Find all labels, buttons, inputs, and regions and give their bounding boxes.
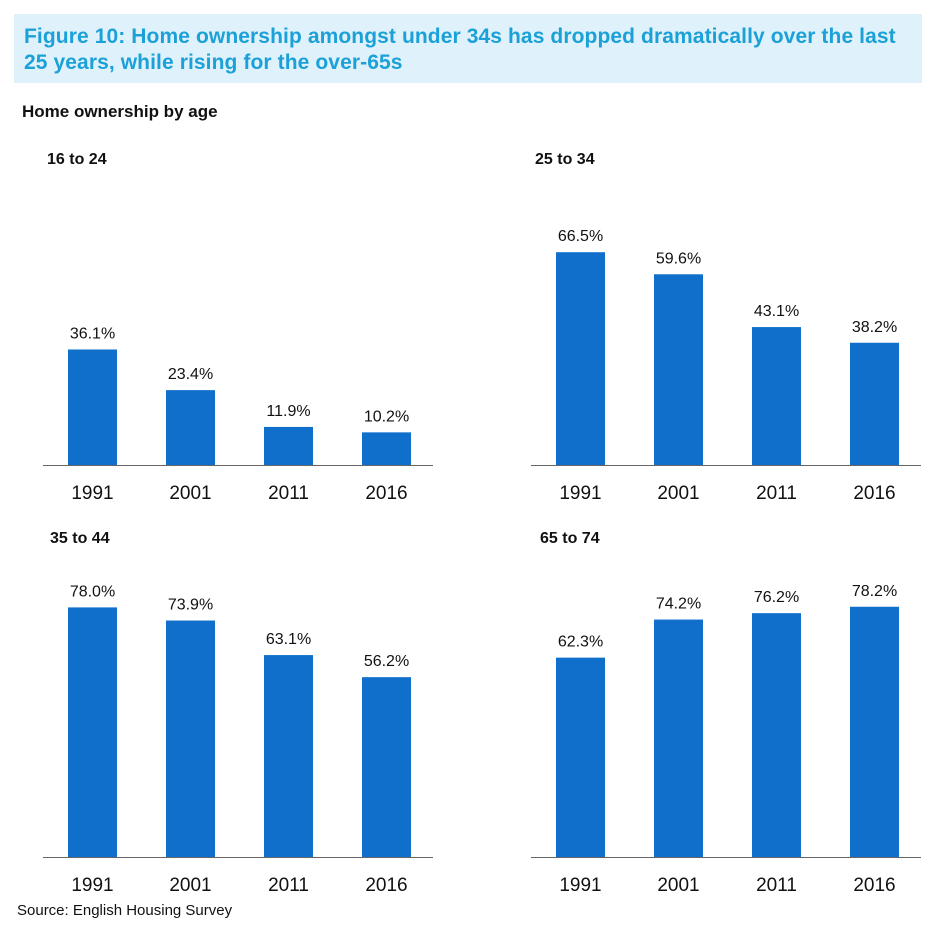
bar-2011	[752, 327, 801, 465]
bar-2001	[166, 390, 215, 465]
bar-1991	[68, 349, 117, 465]
bar-value-label: 36.1%	[70, 325, 115, 342]
x-tick-label: 2016	[853, 875, 895, 896]
x-tick-label: 2001	[169, 483, 211, 504]
chart-panel-2: 78.0% 1991 73.9% 2001 63.1% 2011 56.2% 2016	[43, 583, 433, 896]
bar-2001	[654, 274, 703, 465]
bar-value-label: 76.2%	[754, 589, 799, 606]
x-tick-label: 2001	[657, 483, 699, 504]
x-tick-label: 2011	[268, 875, 309, 896]
bar-value-label: 10.2%	[364, 408, 409, 425]
x-tick-label: 2011	[756, 483, 797, 504]
x-tick-label: 1991	[71, 875, 113, 896]
x-tick-label: 1991	[559, 875, 601, 896]
x-tick-label: 1991	[559, 483, 601, 504]
x-tick-label: 2001	[657, 875, 699, 896]
bar-2016	[362, 677, 411, 857]
bar-1991	[556, 657, 605, 857]
x-tick-label: 2001	[169, 875, 211, 896]
bar-value-label: 59.6%	[656, 250, 701, 267]
x-tick-label: 1991	[71, 483, 113, 504]
chart-subtitle: Home ownership by age	[22, 102, 218, 121]
bar-2016	[362, 432, 411, 465]
bar-value-label: 74.2%	[656, 596, 701, 613]
bar-value-label: 38.2%	[852, 319, 897, 336]
chart-panel-1: 66.5% 1991 59.6% 2001 43.1% 2011 38.2% 2016	[531, 228, 921, 504]
x-tick-label: 2011	[268, 483, 309, 504]
bar-1991	[556, 252, 605, 465]
panel-title-35-44: 35 to 44	[50, 530, 110, 547]
bar-2011	[752, 613, 801, 857]
chart-panel-0: 36.1% 1991 23.4% 2001 11.9% 2011 10.2% 2016	[43, 325, 433, 504]
source-note: Source: English Housing Survey	[17, 902, 233, 919]
x-tick-label: 2011	[756, 875, 797, 896]
x-tick-label: 2016	[365, 483, 407, 504]
bar-value-label: 63.1%	[266, 631, 311, 648]
bar-value-label: 78.0%	[70, 583, 115, 600]
bar-value-label: 23.4%	[168, 366, 213, 383]
chart-panel-3: 62.3% 1991 74.2% 2001 76.2% 2011 78.2% 2016	[531, 583, 921, 896]
bar-value-label: 56.2%	[364, 653, 409, 670]
bar-2011	[264, 426, 313, 465]
bar-value-label: 73.9%	[168, 597, 213, 614]
bar-2001	[654, 619, 703, 857]
x-tick-label: 2016	[853, 483, 895, 504]
panel-title-16-24: 16 to 24	[47, 151, 107, 168]
bar-value-label: 11.9%	[266, 403, 310, 420]
bar-value-label: 78.2%	[852, 583, 897, 600]
bar-2001	[166, 620, 215, 857]
bar-2016	[850, 342, 899, 465]
bar-1991	[68, 607, 117, 857]
panel-title-25-34: 25 to 34	[535, 151, 595, 168]
bar-value-label: 62.3%	[558, 634, 603, 651]
bar-value-label: 43.1%	[754, 303, 799, 320]
bar-value-label: 66.5%	[558, 228, 603, 245]
bar-2016	[850, 606, 899, 857]
bar-2011	[264, 655, 313, 857]
x-tick-label: 2016	[365, 875, 407, 896]
figure-title: Figure 10: Home ownership amongst under …	[24, 25, 896, 74]
panel-title-65-74: 65 to 74	[540, 530, 600, 547]
figure-banner: Figure 10: Home ownership amongst under …	[14, 14, 922, 83]
